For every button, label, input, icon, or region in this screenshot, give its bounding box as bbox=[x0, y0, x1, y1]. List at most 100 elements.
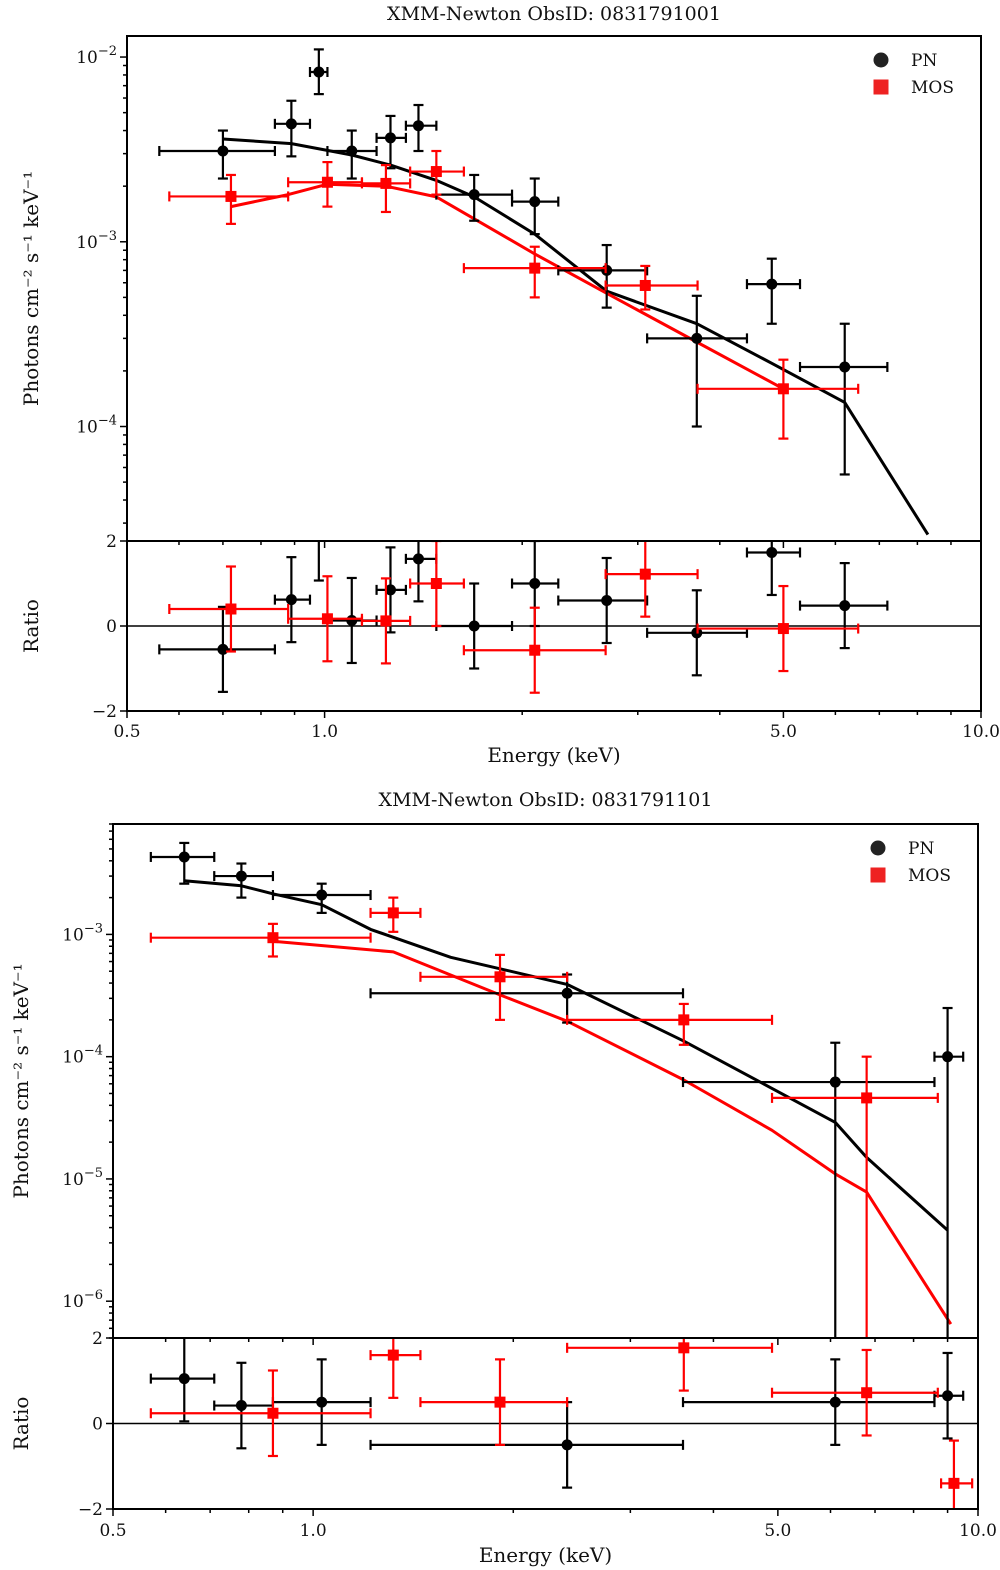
mos-marker bbox=[267, 1407, 279, 1419]
mos-marker bbox=[494, 1396, 506, 1408]
ratio-y-tick-label: 2 bbox=[106, 532, 117, 552]
mos-marker bbox=[639, 279, 651, 291]
ratio-point-pn bbox=[271, 1358, 372, 1446]
x-tick-label: 1.0 bbox=[300, 1521, 327, 1541]
ratio-points bbox=[158, 541, 889, 694]
ratio-points bbox=[149, 1338, 974, 1509]
data-point-pn bbox=[745, 257, 802, 325]
pn-marker bbox=[766, 546, 778, 558]
data-point-pn bbox=[308, 48, 329, 96]
ratio-point-pn bbox=[933, 1351, 965, 1440]
legend-label: MOS bbox=[908, 866, 951, 886]
y-axis-ticks: 10−2 10−3 10−4 bbox=[76, 44, 127, 524]
data-point-pn bbox=[404, 103, 438, 153]
ratio-y-tick-label: −2 bbox=[78, 1500, 103, 1520]
ratio-point-mos bbox=[149, 1369, 372, 1458]
mos-marker bbox=[387, 1349, 399, 1361]
y-tick-label: 10−3 bbox=[76, 229, 117, 253]
model-line-mos bbox=[272, 939, 953, 1325]
ratio-point-mos bbox=[604, 541, 699, 618]
ratio-point-mos bbox=[939, 1439, 974, 1509]
mos-marker bbox=[777, 383, 789, 395]
data-point-pn bbox=[213, 862, 275, 899]
pn-marker bbox=[217, 145, 229, 157]
ratio-point-mos bbox=[168, 565, 290, 653]
pn-marker bbox=[217, 643, 229, 655]
pn-marker bbox=[178, 851, 190, 863]
ratio-y-tick-label: −2 bbox=[92, 702, 117, 722]
mos-marker bbox=[321, 613, 333, 625]
mos-marker bbox=[380, 615, 392, 627]
legend-marker-mos bbox=[870, 867, 886, 883]
ratio-point-pn bbox=[213, 1361, 275, 1450]
y-tick-label: 10−6 bbox=[62, 1288, 103, 1312]
data-point-pn bbox=[798, 322, 889, 476]
y-axis-title: Photons cm⁻² s⁻¹ keV⁻¹ bbox=[9, 963, 33, 1198]
y-tick-label: 10−4 bbox=[76, 414, 117, 438]
data-point-mos bbox=[462, 245, 607, 299]
mos-marker bbox=[529, 262, 541, 274]
pn-marker bbox=[942, 1051, 954, 1063]
data-point-pn bbox=[369, 973, 685, 1024]
y-tick-label: 10−5 bbox=[62, 1166, 103, 1190]
legend-label: PN bbox=[908, 839, 934, 859]
pn-marker bbox=[313, 66, 325, 78]
chart-title: XMM-Newton ObsID: 0831791001 bbox=[387, 3, 721, 25]
ratio-y-tick-label: 2 bbox=[92, 1329, 103, 1349]
data-point-pn bbox=[933, 1006, 965, 1338]
ratio-point-mos bbox=[566, 1338, 774, 1392]
mos-marker bbox=[639, 568, 651, 580]
data-point-pn bbox=[435, 173, 514, 222]
x-axis-title: Energy (keV) bbox=[479, 1543, 612, 1567]
mos-marker bbox=[861, 1092, 873, 1104]
pn-marker bbox=[316, 1396, 328, 1408]
x-axis-title: Energy (keV) bbox=[487, 743, 620, 767]
model-line-pn bbox=[184, 879, 949, 1232]
data-point-pn bbox=[326, 129, 378, 180]
pn-marker bbox=[839, 600, 851, 612]
ratio-point-pn bbox=[557, 556, 649, 645]
legend: PN MOS bbox=[870, 839, 951, 886]
pn-marker bbox=[384, 132, 396, 144]
mos-marker bbox=[678, 1342, 690, 1354]
ratio-point-pn bbox=[375, 546, 407, 634]
y-tick-label: 10−3 bbox=[62, 921, 103, 945]
ratio-y-tick-label: 0 bbox=[92, 1415, 103, 1435]
mos-marker bbox=[267, 932, 279, 944]
pn-marker bbox=[285, 118, 297, 130]
data-point-pn bbox=[646, 294, 749, 428]
pn-marker bbox=[235, 1400, 247, 1412]
pn-marker bbox=[285, 594, 297, 606]
ratio-point-mos bbox=[696, 584, 860, 673]
ratio-point-mos bbox=[462, 606, 607, 694]
pn-marker bbox=[829, 1396, 841, 1408]
mos-marker bbox=[387, 907, 399, 919]
ratio-point-mos bbox=[369, 1338, 422, 1399]
data-point-mos bbox=[604, 264, 699, 311]
y-axis-ticks: 10−3 10−4 10−5 10−6 bbox=[62, 823, 113, 1339]
ratio-point-pn bbox=[273, 556, 312, 644]
data-point-mos bbox=[419, 953, 569, 1021]
x-tick-label: 5.0 bbox=[764, 1521, 791, 1541]
pn-marker bbox=[412, 553, 424, 565]
pn-marker bbox=[529, 196, 541, 208]
x-tick-label: 5.0 bbox=[770, 722, 797, 742]
pn-marker bbox=[601, 595, 613, 606]
ratio-plot-frame bbox=[112, 1337, 979, 1510]
y-tick-label: 10−2 bbox=[76, 44, 117, 68]
pn-marker bbox=[178, 1373, 190, 1385]
pn-marker bbox=[346, 614, 358, 626]
model-line-pn bbox=[222, 137, 930, 536]
data-point-pn bbox=[557, 243, 649, 309]
ratio-point-pn bbox=[369, 1401, 685, 1489]
data-point-mos bbox=[770, 1055, 939, 1338]
mos-marker bbox=[529, 644, 541, 656]
mos-marker bbox=[494, 971, 506, 983]
spectrum-chart-0831791101: XMM-Newton ObsID: 0831791101 10−3 10−4 10−5… bbox=[9, 789, 997, 1567]
x-tick-label: 1.0 bbox=[311, 722, 338, 742]
ratio-point-mos bbox=[409, 541, 465, 628]
y-tick-label: 10−4 bbox=[62, 1044, 103, 1068]
data-point-mos bbox=[168, 173, 290, 225]
pn-marker bbox=[468, 620, 480, 632]
data-point-pn bbox=[158, 129, 276, 180]
